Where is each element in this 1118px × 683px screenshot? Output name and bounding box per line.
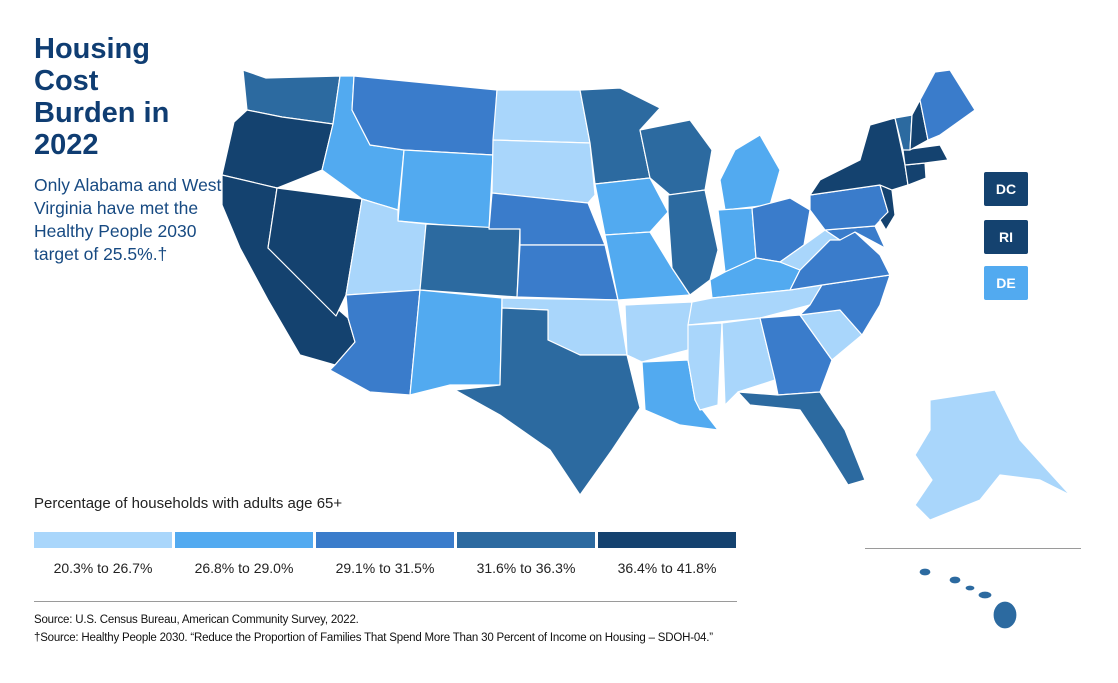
legend-label-4: 31.6% to 36.3% xyxy=(476,560,576,576)
state-maine xyxy=(919,69,976,141)
state-massachusetts xyxy=(902,144,949,166)
state-montana xyxy=(351,75,498,156)
state-alaska xyxy=(914,389,1071,521)
state-alabama xyxy=(721,317,776,406)
legend-label-2: 26.8% to 29.0% xyxy=(194,560,294,576)
state-nevada xyxy=(267,187,363,317)
de-badge: DE xyxy=(984,266,1028,300)
state-north-dakota xyxy=(492,89,591,144)
state-connecticut xyxy=(904,162,927,186)
state-oregon xyxy=(221,109,334,189)
legend-bar xyxy=(34,532,736,548)
state-hawaii xyxy=(918,567,1018,630)
legend-label-1: 20.3% to 26.7% xyxy=(53,560,153,576)
state-wyoming xyxy=(397,149,494,230)
sources-divider xyxy=(34,601,737,602)
legend-swatch-3 xyxy=(316,532,454,548)
legend-swatch-5 xyxy=(598,532,736,548)
legend-swatch-1 xyxy=(34,532,172,548)
state-colorado xyxy=(419,223,521,298)
state-south-dakota xyxy=(491,139,596,204)
state-arkansas xyxy=(624,301,693,363)
page-subtitle: Only Alabama and West Virginia have met … xyxy=(34,175,222,264)
state-kansas xyxy=(516,244,619,301)
ri-badge: RI xyxy=(984,220,1028,254)
source-census: Source: U.S. Census Bureau, American Com… xyxy=(34,614,359,626)
legend-label-5: 36.4% to 41.8% xyxy=(617,560,717,576)
source-healthy-people: †Source: Healthy People 2030. “Reduce th… xyxy=(34,632,713,644)
state-new-mexico xyxy=(409,289,503,396)
state-michigan xyxy=(719,134,781,211)
state-new-york xyxy=(809,117,909,196)
state-illinois xyxy=(667,189,719,296)
legend-title: Percentage of households with adults age… xyxy=(34,495,343,512)
alaska-hawaii-divider xyxy=(865,548,1081,549)
state-texas xyxy=(454,307,641,496)
dc-badge: DC xyxy=(984,172,1028,206)
state-florida xyxy=(737,391,866,486)
legend-swatch-4 xyxy=(457,532,595,548)
state-iowa xyxy=(594,177,669,236)
legend-swatch-2 xyxy=(175,532,313,548)
page-title: Housing Cost Burden in 2022 xyxy=(34,33,170,161)
legend-label-3: 29.1% to 31.5% xyxy=(335,560,435,576)
legend-labels: 20.3% to 26.7% 26.8% to 29.0% 29.1% to 3… xyxy=(34,560,736,576)
